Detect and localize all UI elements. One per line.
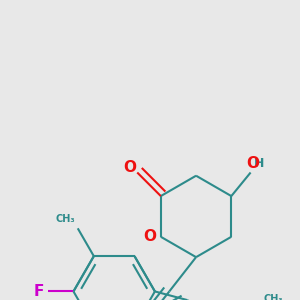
Text: CH₃: CH₃: [264, 294, 283, 300]
Text: F: F: [34, 284, 44, 299]
Text: O: O: [246, 156, 259, 171]
Text: O: O: [123, 160, 136, 175]
Text: O: O: [144, 229, 157, 244]
Text: H: H: [254, 158, 264, 170]
Text: CH₃: CH₃: [56, 214, 76, 224]
